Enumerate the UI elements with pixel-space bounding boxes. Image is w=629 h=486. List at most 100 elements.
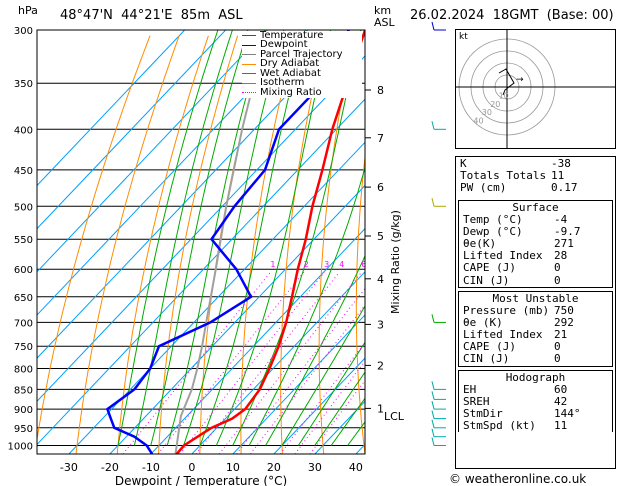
pressure-tick-label: 700 <box>14 318 33 329</box>
profile-curves: 1 2 3 4 6 8 10 16 20 25 <box>105 30 454 454</box>
hodograph-frame <box>455 29 616 149</box>
mixing-ratio-label: 6 <box>361 260 366 269</box>
dry-adiabat-line <box>75 35 180 454</box>
wind-barb-flag <box>431 21 435 31</box>
mu-row: Lifted Index 21 <box>463 328 568 342</box>
mixing-ratio-label: 16 <box>416 260 426 269</box>
mixing-ratio-label: 2 <box>304 260 309 269</box>
temp-tick-label: 10 <box>226 461 240 474</box>
mu-row: Pressure (mb) 750 <box>463 303 574 317</box>
index-row: Totals Totals 11 <box>460 169 565 183</box>
pressure-tick-label: 350 <box>14 79 33 90</box>
temp-tick-label: -10 <box>142 461 160 474</box>
wind-barb-flag <box>431 428 435 437</box>
mixing-ratio-label: 4 <box>339 260 344 269</box>
pressure-tick-label: 950 <box>14 424 33 435</box>
storm-motion-marker: → <box>516 75 524 85</box>
mixing-ratio-label: 25 <box>444 260 454 269</box>
wet-adiabat-line <box>133 30 233 446</box>
dry-adiabat-line <box>37 35 151 443</box>
wet-adiabat-line <box>314 371 365 446</box>
hodograph-ring-label: 40 <box>473 117 483 126</box>
wet-adiabat-line <box>297 341 365 446</box>
hodograph-unit: kt <box>459 32 468 42</box>
wet-adiabat-line <box>150 30 249 446</box>
mixing-ratio-label: 3 <box>324 260 329 269</box>
km-tick-label: 2 <box>377 359 384 372</box>
km-tick-label: 6 <box>377 181 384 194</box>
x-axis-label: Dewpoint / Temperature (°C) <box>115 474 287 486</box>
isotherm-line <box>37 55 365 402</box>
datetime-text: 26.02.2024 18GMT (Base: 00) <box>410 8 614 23</box>
mu-row: CIN (J) 0 <box>463 352 561 366</box>
mixing-ratio-line <box>236 287 365 454</box>
dry-adiabat-line <box>158 35 239 454</box>
surface-row: Temp (°C) -4 <box>463 212 568 226</box>
dry-adiabat-line <box>355 152 365 454</box>
isotherm-line <box>37 98 365 446</box>
wet-adiabat-line <box>199 30 306 446</box>
dry-adiabat-line <box>427 36 447 454</box>
pressure-tick-label: 650 <box>14 293 33 304</box>
isotherm-line <box>273 357 365 454</box>
wind-barb-flag <box>431 121 435 130</box>
hodograph-ring-label: 10 <box>499 91 509 100</box>
wet-adiabat-line <box>117 30 219 446</box>
temp-tick-label: -20 <box>101 461 119 474</box>
surface-title: Surface <box>512 200 559 214</box>
pressure-tick-label: 550 <box>14 235 33 246</box>
legend-swatch <box>242 54 256 56</box>
dry-adiabat-line <box>617 36 629 454</box>
temp-tick-label: 30 <box>308 461 322 474</box>
surface-row: CIN (J) 0 <box>463 273 561 287</box>
pressure-tick-label: 450 <box>14 166 33 177</box>
isotherm-line <box>191 271 365 454</box>
legend-label: Mixing Ratio <box>260 86 322 98</box>
wind-barb-flag <box>431 381 435 390</box>
wind-barb-flag <box>431 419 435 428</box>
isotherm-line <box>150 227 365 454</box>
wind-barbs <box>431 21 446 446</box>
surface-row: Dewp (°C) -9.7 <box>463 224 581 238</box>
plot-frame <box>36 29 366 455</box>
pressure-tick-label: 300 <box>14 26 33 37</box>
legend-label: Wet Adiabat <box>260 67 321 79</box>
km-tick-label: 8 <box>377 84 384 97</box>
km-tick-label: 5 <box>377 230 384 243</box>
isotherm-line <box>37 30 186 187</box>
surface-block: Surface Temp (°C) -4 Dewp (°C) -9.7 θe(K) 2… <box>458 199 613 288</box>
legend-swatch <box>242 73 256 75</box>
legend-item: Wet Adiabat <box>242 67 362 79</box>
wind-barb-flag <box>431 198 435 207</box>
temp-tick-label: 40 <box>349 461 363 474</box>
lcl-label: LCL <box>384 410 405 423</box>
surface-row: θe(K) 271 <box>463 236 574 250</box>
km-tick-label: 7 <box>377 132 384 145</box>
legend-item: Isotherm <box>242 77 362 89</box>
temp-tick-label: 0 <box>188 461 195 474</box>
credit-text: © weatheronline.co.uk <box>449 472 587 486</box>
hodo-row: StmDir 144° <box>463 407 581 420</box>
index-row: K -38 <box>460 157 571 170</box>
pressure-tick-label: 800 <box>14 364 33 375</box>
location-text: 48°47'N 44°21'E 85m ASL <box>60 8 243 23</box>
wind-barb-flag <box>431 437 435 446</box>
temperature-line <box>175 30 365 454</box>
isotherm-line <box>68 141 365 454</box>
indices-panel: K -38 Totals Totals 11 PW (cm) 0.17 Surface… <box>455 156 616 469</box>
temp-tick-label: -30 <box>60 461 78 474</box>
surface-row: CAPE (J) 0 <box>463 261 561 275</box>
parcel-trajectory-line <box>174 30 268 454</box>
legend-label: Isotherm <box>260 77 305 89</box>
background-lines <box>37 30 629 454</box>
legend-item: Dewpoint <box>242 40 362 51</box>
mixing-ratio-line <box>294 360 365 454</box>
legend-item: Parcel Trajectory <box>242 49 362 60</box>
wet-adiabat-line <box>330 397 365 446</box>
pressure-tick-label: 850 <box>14 385 33 396</box>
wet-adiabat-line <box>215 30 332 446</box>
right-axis-label: Mixing Ratio (g/kg) <box>389 210 402 314</box>
mixing-ratio-line <box>218 271 362 454</box>
